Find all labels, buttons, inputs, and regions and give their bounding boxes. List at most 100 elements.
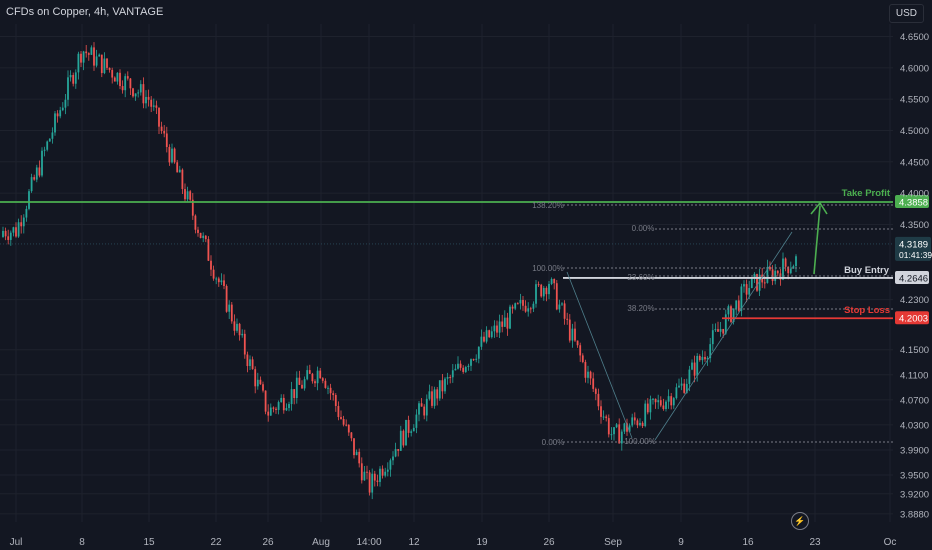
candle-body bbox=[436, 389, 439, 399]
candle-body bbox=[493, 325, 496, 332]
candle-body bbox=[98, 54, 101, 57]
candle-body bbox=[763, 282, 766, 284]
candle-body bbox=[319, 370, 322, 379]
candle-body bbox=[636, 420, 639, 426]
candle-body bbox=[163, 130, 166, 134]
candle-body bbox=[77, 53, 80, 73]
candle bbox=[22, 214, 25, 234]
candle bbox=[667, 389, 670, 409]
candle-body bbox=[737, 300, 740, 311]
candle bbox=[464, 365, 467, 374]
candle bbox=[446, 372, 449, 385]
candle bbox=[433, 386, 436, 409]
price-tick-label: 4.5500 bbox=[900, 95, 929, 106]
price-tick-label: 4.4000 bbox=[900, 189, 929, 200]
candle-body bbox=[384, 471, 387, 476]
candle-body bbox=[704, 356, 706, 360]
candle bbox=[306, 365, 309, 381]
candle bbox=[220, 273, 223, 286]
candle-body bbox=[100, 54, 103, 74]
candle-body bbox=[714, 329, 717, 331]
candle-body bbox=[706, 358, 709, 360]
candle-body bbox=[418, 403, 420, 415]
candle-body bbox=[545, 287, 548, 295]
candle bbox=[319, 367, 322, 379]
candle bbox=[197, 226, 199, 237]
candle bbox=[168, 144, 171, 166]
candle bbox=[194, 214, 197, 234]
candle bbox=[17, 218, 20, 238]
take-profit-price-tag-bg bbox=[895, 195, 929, 209]
candle bbox=[618, 418, 621, 444]
candle-body bbox=[483, 336, 485, 342]
candle bbox=[444, 377, 446, 394]
candle bbox=[519, 293, 522, 310]
stop-loss-label: Stop Loss bbox=[844, 305, 890, 316]
candle-body bbox=[392, 456, 394, 461]
candle-body bbox=[753, 273, 756, 278]
candle bbox=[545, 286, 548, 302]
tradingview-logo-icon: ⚡ bbox=[791, 512, 809, 530]
candle-body bbox=[259, 379, 262, 385]
candle bbox=[225, 284, 228, 313]
candle-body bbox=[355, 451, 358, 456]
candle bbox=[441, 374, 444, 399]
candle-body bbox=[691, 362, 693, 370]
candle bbox=[293, 389, 296, 405]
candle-body bbox=[61, 107, 64, 111]
candle-body bbox=[191, 199, 194, 216]
candle-body bbox=[654, 398, 657, 403]
buy-entry-price-tag-bg bbox=[895, 270, 929, 284]
candle-body bbox=[106, 58, 108, 68]
chart-title: CFDs on Copper, 4h, VANTAGE bbox=[6, 6, 164, 18]
candle bbox=[212, 265, 215, 281]
candle bbox=[327, 385, 329, 395]
candle bbox=[4, 227, 7, 241]
candle-body bbox=[490, 331, 493, 338]
candle bbox=[134, 93, 137, 101]
candle bbox=[511, 304, 514, 314]
candle bbox=[20, 215, 23, 234]
candle-body bbox=[38, 167, 41, 176]
candle-body bbox=[280, 397, 283, 403]
candle bbox=[186, 186, 189, 203]
candle-body bbox=[597, 393, 600, 407]
candle bbox=[540, 283, 543, 298]
candle-body bbox=[262, 384, 264, 391]
candle bbox=[537, 281, 540, 287]
candle bbox=[527, 302, 530, 317]
candle-body bbox=[657, 400, 660, 403]
candle-body bbox=[329, 387, 332, 394]
candle-body bbox=[587, 371, 589, 378]
candle bbox=[360, 457, 363, 484]
candle-body bbox=[503, 317, 506, 327]
candle bbox=[711, 323, 714, 351]
candle-body bbox=[602, 416, 605, 418]
candle bbox=[204, 234, 207, 243]
candle bbox=[641, 421, 644, 429]
candle bbox=[82, 50, 85, 71]
candle bbox=[285, 403, 288, 412]
candle bbox=[438, 380, 441, 401]
candle-body bbox=[306, 370, 309, 380]
candle bbox=[493, 320, 496, 338]
candle-body bbox=[111, 69, 114, 78]
candle-body bbox=[173, 148, 176, 163]
candle-body bbox=[678, 385, 680, 388]
candle bbox=[646, 398, 649, 415]
candle-body bbox=[103, 58, 106, 74]
buy-entry-price-tag: 4.2646 bbox=[899, 273, 928, 284]
candle-body bbox=[535, 284, 537, 304]
candle bbox=[93, 42, 95, 71]
candle-body bbox=[80, 53, 82, 63]
candle bbox=[649, 395, 652, 420]
candle-body bbox=[33, 177, 36, 180]
target-arrow bbox=[813, 205, 821, 275]
candle bbox=[477, 346, 480, 364]
candle-body bbox=[340, 417, 342, 419]
candle bbox=[33, 174, 36, 181]
candle bbox=[459, 360, 462, 371]
currency-button[interactable]: USD bbox=[888, 4, 924, 23]
candle bbox=[303, 376, 306, 391]
